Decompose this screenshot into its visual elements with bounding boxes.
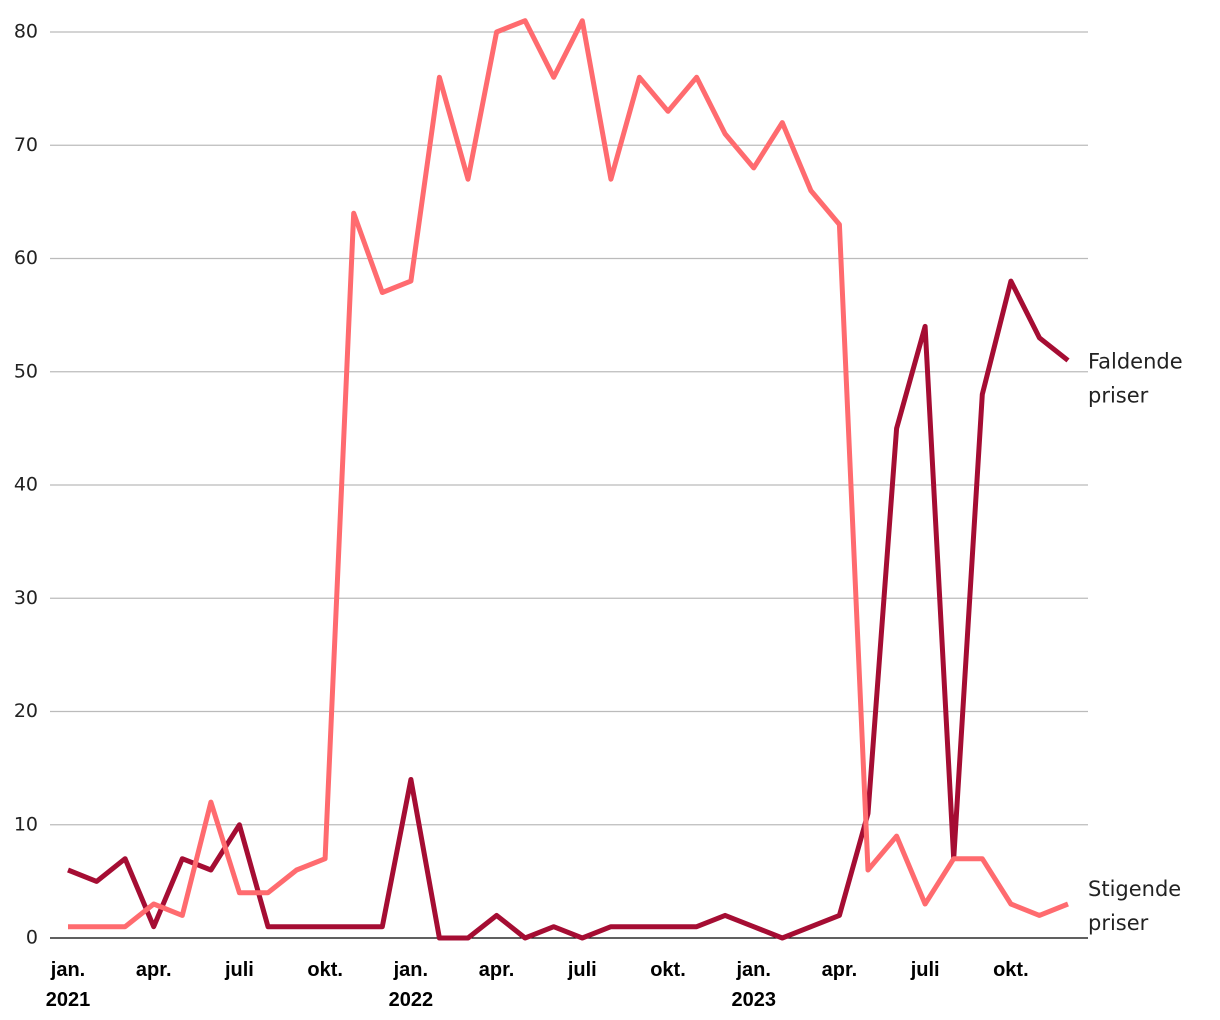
- x-tick-label: apr.: [136, 959, 172, 981]
- x-tick-label: juli: [910, 959, 940, 981]
- y-tick-label: 0: [26, 927, 38, 949]
- y-tick-label: 40: [14, 474, 38, 496]
- x-tick-label: jan. 2022: [389, 959, 434, 1011]
- y-tick-label: 80: [14, 21, 38, 43]
- x-tick-label: jan. 2023: [731, 959, 776, 1011]
- x-tick-label: jan. 2021: [46, 959, 91, 1011]
- series-line: [68, 18, 1069, 930]
- series-line: [67, 278, 1070, 941]
- y-tick-label: 70: [14, 134, 38, 156]
- x-tick-label: juli: [567, 959, 597, 981]
- y-tick-label: 10: [14, 813, 38, 835]
- y-tick-label: 20: [14, 700, 38, 722]
- x-tick-label: apr.: [479, 959, 515, 981]
- series-label: Stigende priser: [1088, 877, 1181, 935]
- y-tick-label: 30: [14, 587, 38, 609]
- y-tick-label: 50: [14, 360, 38, 382]
- x-tick-label: okt.: [993, 959, 1029, 981]
- x-tick-label: juli: [224, 959, 254, 981]
- x-tick-label: okt.: [650, 959, 686, 981]
- series-label: Faldende priser: [1088, 349, 1183, 407]
- x-tick-label: apr.: [822, 959, 858, 981]
- x-tick-label: okt.: [307, 959, 343, 981]
- y-tick-label: 60: [14, 247, 38, 269]
